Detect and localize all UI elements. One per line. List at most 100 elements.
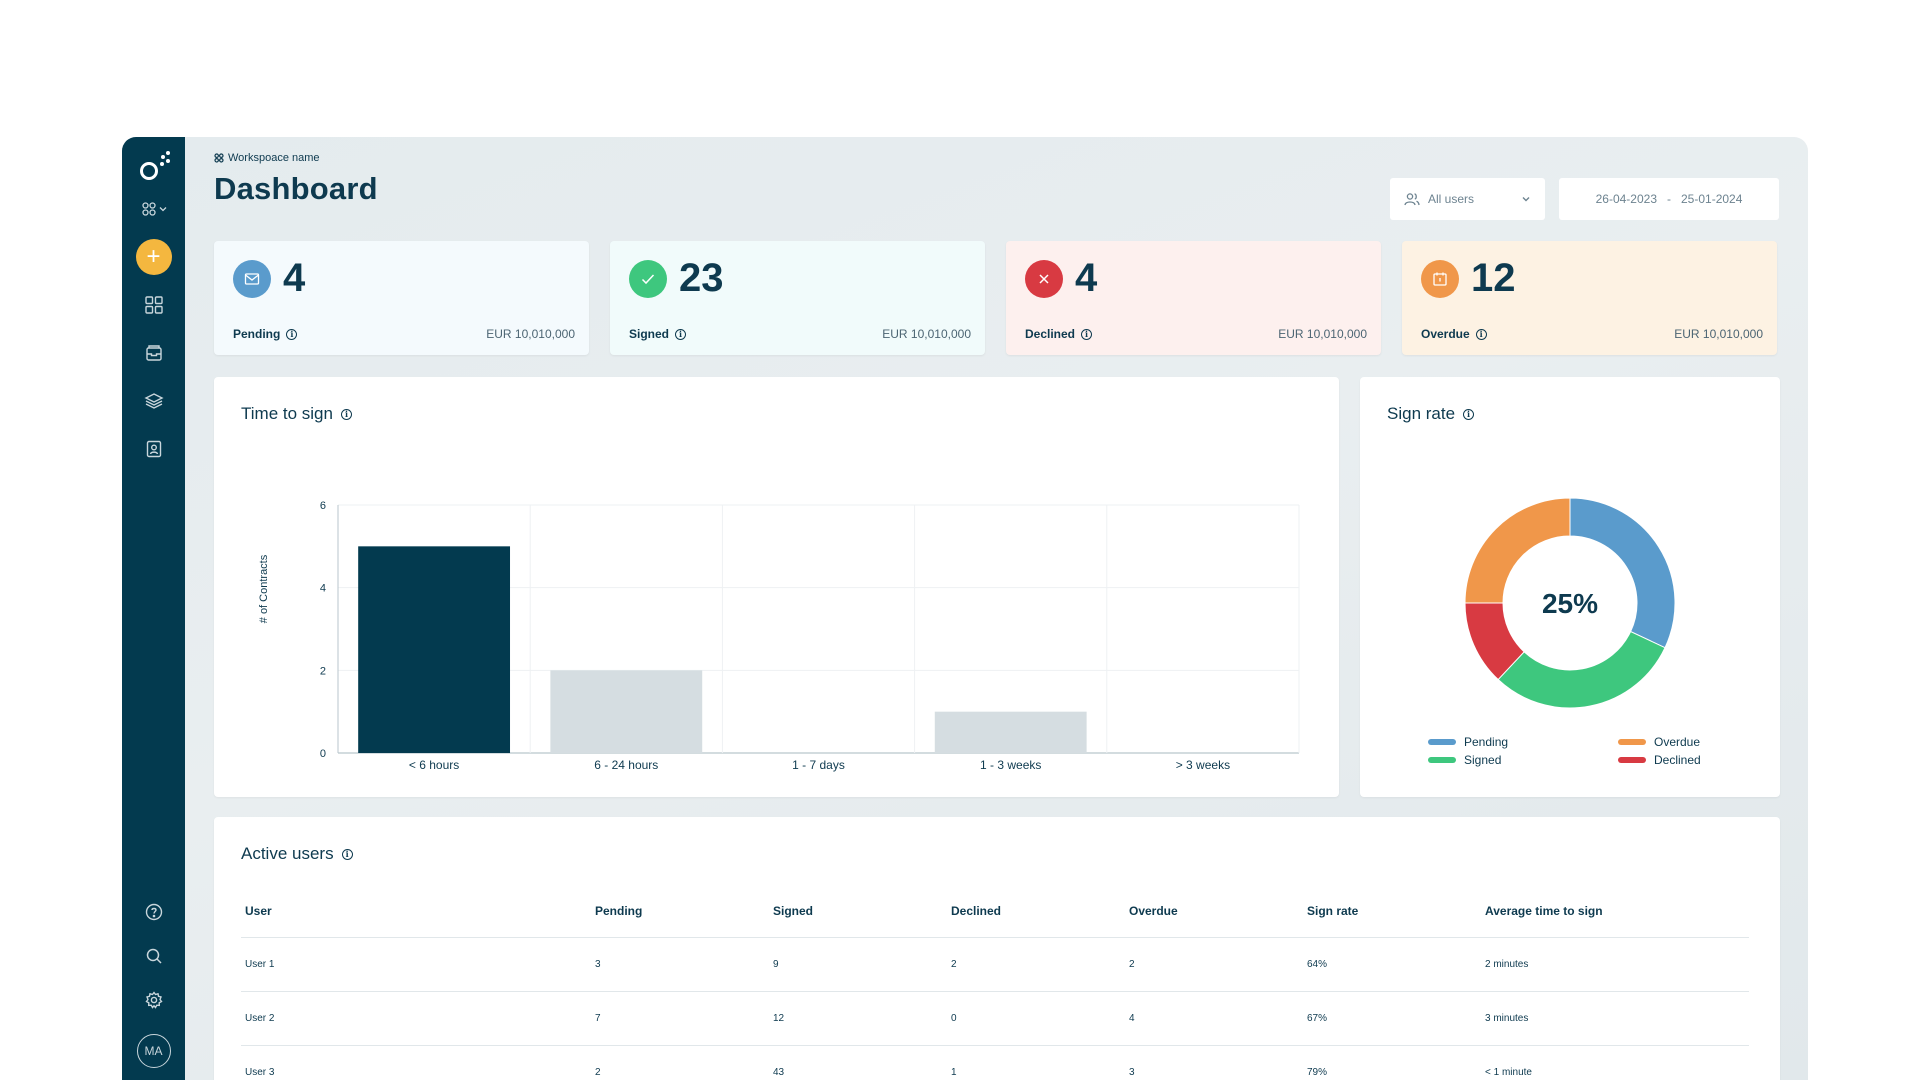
workspace-icon	[214, 153, 224, 163]
users-icon	[1404, 193, 1420, 206]
stat-card-overdue[interactable]: 12 Overdue i EUR 10,010,000	[1402, 241, 1777, 355]
bar	[358, 546, 511, 753]
info-icon[interactable]: i	[675, 328, 687, 340]
stat-card-declined[interactable]: 4 Declined i EUR 10,010,000	[1006, 241, 1381, 355]
table-cell: 2	[947, 937, 1125, 992]
help-icon[interactable]	[144, 902, 164, 922]
info-icon[interactable]: i	[286, 328, 298, 340]
table-row[interactable]: User 2 7 12 0 4 67% 3 minutes	[241, 991, 1749, 1046]
stat-card-signed[interactable]: 23 Signed i EUR 10,010,000	[610, 241, 985, 355]
table-cell: 64%	[1303, 937, 1481, 992]
column-header[interactable]: Signed	[769, 885, 947, 938]
legend-swatch	[1428, 757, 1456, 763]
add-button[interactable]: +	[135, 239, 172, 275]
table-cell: 2	[591, 1045, 769, 1080]
chart-legend: Pending Overdue Signed Declined	[1428, 735, 1738, 767]
table-cell: 43	[769, 1045, 947, 1080]
table-cell: 3	[1125, 1045, 1303, 1080]
stat-amount: EUR 10,010,000	[1674, 327, 1763, 341]
legend-item-signed: Signed	[1428, 753, 1618, 767]
column-header[interactable]: User	[241, 885, 591, 938]
contacts-icon[interactable]	[144, 439, 164, 459]
column-header[interactable]: Sign rate	[1303, 885, 1481, 938]
panel-title: Sign rate	[1387, 404, 1456, 423]
active-users-table: User Pending Signed Declined Overdue Sig…	[241, 885, 1749, 1080]
column-header[interactable]: Declined	[947, 885, 1125, 938]
mail-icon	[233, 260, 271, 298]
active-users-panel: Active users i User Pending Signed Declin…	[214, 817, 1780, 1080]
check-icon	[629, 260, 667, 298]
x-tick-label: 1 - 3 weeks	[980, 758, 1041, 772]
table-cell: 9	[769, 937, 947, 992]
x-tick-label: < 6 hours	[409, 758, 459, 772]
app-window: + MA	[122, 137, 1808, 1080]
panel-title: Active users	[241, 844, 334, 863]
y-tick-label: 4	[320, 583, 326, 595]
table-cell: User 3	[241, 1045, 591, 1080]
info-icon[interactable]: i	[340, 408, 352, 420]
legend-label: Declined	[1654, 753, 1701, 767]
x-tick-label: 6 - 24 hours	[594, 758, 658, 772]
legend-label: Pending	[1464, 735, 1509, 749]
breadcrumb[interactable]: Workspoace name	[214, 152, 320, 164]
chevron-down-icon	[1522, 197, 1530, 202]
users-filter-select[interactable]: All users	[1390, 178, 1545, 220]
stat-count: 4	[283, 256, 306, 300]
column-header[interactable]: Overdue	[1125, 885, 1303, 938]
legend-item-declined: Declined	[1618, 753, 1738, 767]
info-icon[interactable]: i	[1081, 328, 1093, 340]
table-cell: 67%	[1303, 991, 1481, 1046]
info-icon[interactable]: i	[341, 848, 353, 860]
y-axis-label: # of Contracts	[258, 554, 270, 623]
sidebar: + MA	[122, 137, 185, 1080]
info-icon[interactable]: i	[1475, 328, 1487, 340]
inbox-icon[interactable]	[144, 343, 164, 363]
stat-card-pending[interactable]: 4 Pending i EUR 10,010,000	[214, 241, 589, 355]
legend-swatch	[1618, 739, 1646, 745]
stat-label: Pending	[233, 327, 281, 341]
time-to-sign-chart: 0 2 4 6 < 6 hours 6 - 24 hours 1 - 7 days 1 - 3…	[258, 500, 1300, 772]
date-range-picker[interactable]: 26-04-2023 - 25-01-2024	[1559, 178, 1779, 220]
calendar-icon	[1421, 260, 1459, 298]
logo[interactable]	[137, 151, 171, 185]
column-header[interactable]: Average time to sign	[1481, 885, 1749, 938]
page-title: Dashboard	[214, 171, 378, 206]
info-icon[interactable]: i	[1463, 408, 1475, 420]
legend-swatch	[1428, 739, 1456, 745]
legend-item-pending: Pending	[1428, 735, 1618, 749]
time-to-sign-panel: Time to sign i 0 2 4 6 < 6 hours 6 - 24 hours 1…	[214, 377, 1339, 797]
search-icon[interactable]	[144, 946, 164, 966]
stat-count: 23	[679, 256, 724, 300]
avatar[interactable]: MA	[136, 1034, 171, 1068]
table-cell: User 1	[241, 937, 591, 992]
table-row[interactable]: User 3 2 43 1 3 79% < 1 minute	[241, 1045, 1749, 1080]
panel-title: Time to sign	[241, 404, 333, 423]
table-cell: 3 minutes	[1481, 991, 1749, 1046]
date-from: 26-04-2023	[1595, 192, 1657, 206]
workspace-icon	[141, 202, 156, 216]
settings-icon[interactable]	[144, 990, 164, 1010]
table-cell: 2 minutes	[1481, 937, 1749, 992]
close-icon	[1025, 260, 1063, 298]
table-cell: 79%	[1303, 1045, 1481, 1080]
dashboard-grid-icon[interactable]	[144, 295, 164, 315]
stat-label: Overdue	[1421, 327, 1470, 341]
users-filter-value: All users	[1428, 192, 1475, 206]
y-tick-label: 2	[320, 665, 326, 677]
stat-label: Signed	[629, 327, 670, 341]
stat-amount: EUR 10,010,000	[1278, 327, 1367, 341]
plus-icon: +	[146, 243, 161, 270]
stat-amount: EUR 10,010,000	[486, 327, 575, 341]
stat-label: Declined	[1025, 327, 1076, 341]
table-row[interactable]: User 1 3 9 2 2 64% 2 minutes	[241, 937, 1749, 992]
pie-slice	[1497, 630, 1666, 709]
table-cell: 2	[1125, 937, 1303, 992]
workspace-name: Workspoace name	[228, 152, 320, 164]
legend-item-overdue: Overdue	[1618, 735, 1738, 749]
column-header[interactable]: Pending	[591, 885, 769, 938]
layers-icon[interactable]	[143, 391, 164, 411]
table-cell: 1	[947, 1045, 1125, 1080]
workspace-switcher[interactable]	[141, 201, 167, 217]
table-cell: 4	[1125, 991, 1303, 1046]
chevron-down-icon	[159, 207, 166, 212]
